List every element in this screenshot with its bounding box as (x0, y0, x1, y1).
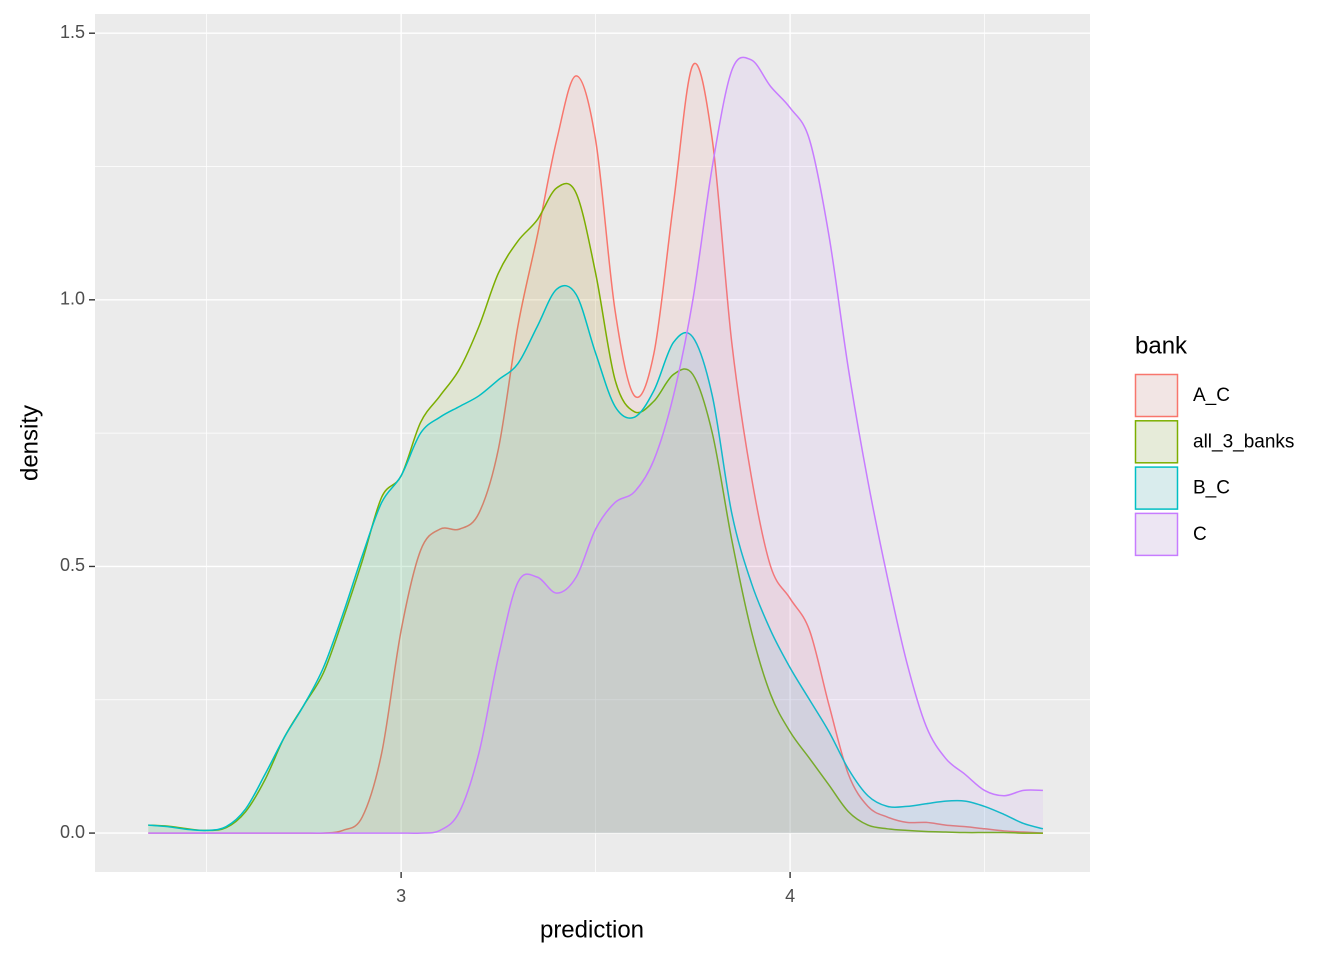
density-area (148, 183, 1043, 834)
x-tick-label: 4 (785, 886, 795, 906)
legend-key (1134, 420, 1179, 464)
legend-key-bg (1135, 512, 1178, 556)
legend-title: bank (1135, 332, 1188, 359)
panel (95, 14, 1090, 872)
density-area (148, 57, 1043, 834)
marks (148, 56, 1044, 835)
y-axis-title: density (16, 405, 43, 481)
legend-key (1134, 373, 1179, 418)
axes: 3 4 0.0 0.5 1.0 1.5 (60, 22, 795, 906)
legend-label: B_C (1193, 478, 1230, 499)
legend-label: A_C (1193, 385, 1230, 406)
legend: bank A_C all_3_banks B_C C (1134, 332, 1294, 557)
legend-label: all_3_banks (1193, 431, 1294, 452)
x-axis-title: prediction (540, 916, 644, 943)
legend-key-bg (1135, 374, 1178, 417)
legend-key (1134, 512, 1179, 557)
y-tick-label: 1.5 (60, 22, 85, 42)
legend-label: C (1193, 524, 1207, 545)
density-line (148, 56, 1043, 835)
y-tick-label: 1.0 (60, 289, 85, 309)
legend-key-bg (1135, 420, 1178, 464)
density-line (148, 284, 1044, 832)
x-tick-label: 3 (396, 886, 406, 906)
density-area (148, 63, 1043, 834)
legend-key (1134, 466, 1179, 510)
y-tick-label: 0.0 (60, 822, 85, 842)
y-tick-label: 0.5 (60, 555, 85, 575)
legend-key-bg (1135, 466, 1178, 510)
density-area (148, 285, 1043, 834)
